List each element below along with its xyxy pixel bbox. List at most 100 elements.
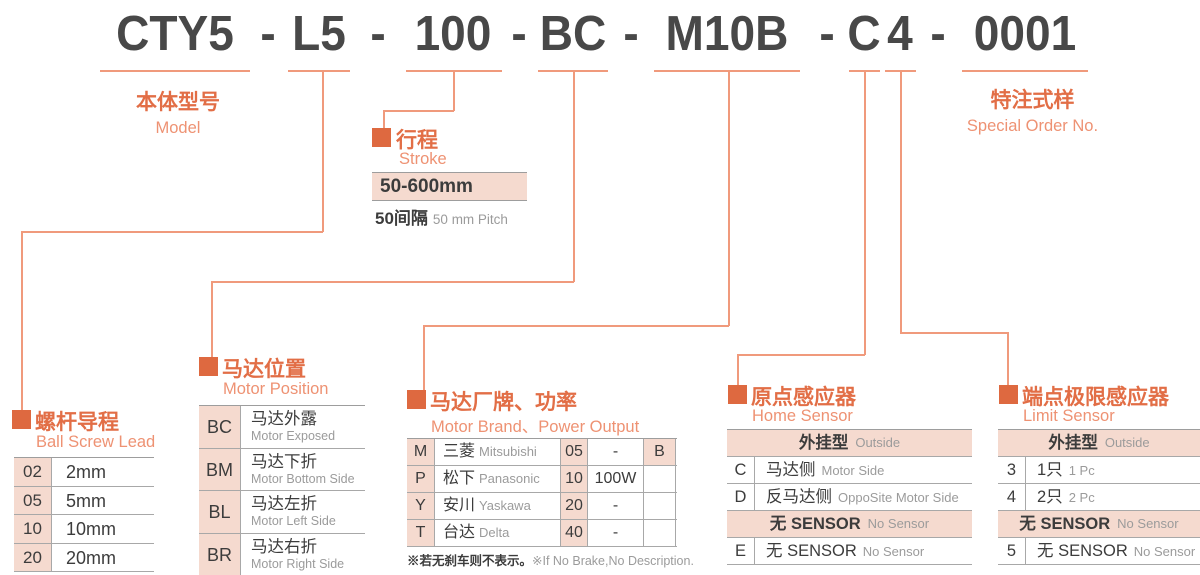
power-code: 10: [560, 466, 587, 492]
lead-value: 10mm: [66, 519, 117, 539]
table-row: 4 2只 2 Pc: [998, 484, 1200, 511]
special-order-label: 特注式样 Special Order No.: [950, 84, 1115, 136]
power-value: 100W: [587, 466, 643, 492]
band-zh: 无 SENSOR: [769, 515, 861, 533]
power-code: 20: [560, 493, 587, 519]
table-row: M 三菱 Mitsubishi 05 - B: [407, 439, 677, 466]
position-code: BR: [199, 533, 241, 575]
stroke-pitch: 50间隔 50 mm Pitch: [375, 204, 508, 229]
table-row: 05 5mm: [14, 486, 154, 515]
sensor-code: 5: [998, 538, 1026, 564]
title-hyphen: -: [260, 7, 276, 61]
table-row: 3 1只 1 Pc: [998, 457, 1200, 484]
motor-brand-title-zh: 马达厂牌、功率: [430, 391, 577, 414]
limit-sensor-bullet-square: [999, 385, 1018, 404]
connector-position: [211, 281, 213, 358]
brake-code: [643, 466, 676, 492]
motor-position-title-zh: 马达位置: [222, 358, 306, 381]
model-label-zh: 本体型号: [136, 91, 220, 114]
title-hyphen: -: [511, 7, 527, 61]
table-row: C 马达侧 Motor Side: [727, 457, 972, 484]
table-row: BR 马达右折 Motor Right Side: [199, 533, 365, 575]
table-row: 02 2mm: [14, 458, 154, 487]
table-row: 10 10mm: [14, 515, 154, 544]
lead-value: 20mm: [66, 547, 117, 568]
position-desc-en: Motor Exposed: [251, 429, 336, 443]
position-desc: 马达左折 Motor Left Side: [241, 491, 365, 533]
underline-model: [100, 70, 250, 72]
home-sensor-title-zh: 原点感应器: [751, 386, 856, 409]
brake-code: B: [643, 439, 676, 465]
sensor-desc-zh: 马达侧: [766, 461, 816, 479]
band-zh: 外挂型: [798, 434, 849, 452]
position-desc-en: Motor Left Side: [251, 514, 336, 528]
motor-brand-table: M 三菱 Mitsubishi 05 - B P 松下 Panasonic 10 1…: [407, 438, 677, 547]
underline-lead: [288, 70, 350, 72]
model-label: 本体型号 Model: [98, 86, 258, 138]
position-desc: 马达外露 Motor Exposed: [241, 406, 365, 448]
title-hyphen: -: [623, 7, 639, 61]
table-band-row: 外挂型 Outside: [998, 430, 1200, 457]
brand-name-zh: 台达: [443, 524, 476, 541]
brand-name: 三菱 Mitsubishi: [435, 439, 560, 465]
sensor-desc-en: Motor Side: [821, 463, 885, 478]
connector-limit-sensor: [1007, 332, 1009, 386]
underline-position: [538, 70, 608, 72]
power-value: -: [587, 439, 643, 465]
table-row: Y 安川 Yaskawa 20 -: [407, 493, 677, 520]
power-code: 05: [560, 439, 587, 465]
underline-limit-sensor: [885, 70, 916, 72]
connector-lead: [21, 231, 23, 411]
sensor-desc: 反马达侧 OppoSite Motor Side: [755, 484, 972, 510]
sensor-desc: 无 SENSOR No Sensor: [755, 538, 972, 564]
stroke-pitch-zh: 50间隔: [375, 209, 428, 228]
ball-screw-table: 02 2mm 05 5mm 10 10mm 20 20mm: [14, 457, 154, 572]
connector-stroke: [383, 110, 385, 129]
brake-note-zh: ※若无刹车则不表示。: [407, 554, 533, 568]
ball-screw-title-en: Ball Screw Lead: [36, 433, 156, 451]
title-segment-brand: M10B: [665, 7, 789, 61]
band-en: Outside: [855, 435, 901, 450]
brand-name-zh: 三菱: [443, 443, 476, 460]
limit-sensor-title-zh: 端点极限感应器: [1022, 386, 1169, 409]
ball-screw-title-zh: 螺杆导程: [35, 411, 119, 434]
sensor-desc: 1只 1 Pc: [1026, 457, 1200, 483]
sensor-desc-zh: 无 SENSOR: [1037, 542, 1128, 560]
brand-name: 台达 Delta: [435, 520, 560, 546]
sensor-desc-en: 2 Pc: [1068, 490, 1095, 505]
lead-code: 10: [14, 515, 52, 543]
band-en: No Sensor: [1117, 516, 1179, 531]
power-value: -: [587, 493, 643, 519]
connector-brand: [423, 325, 425, 391]
sensor-code: D: [727, 484, 755, 510]
motor-brand-bullet-square: [407, 390, 426, 409]
home-sensor-table: 外挂型 Outside C 马达侧 Motor Side D 反马达侧 OppoSi…: [727, 429, 972, 565]
motor-brand-title-en: Motor Brand、Power Output: [431, 418, 640, 436]
lead-code: 05: [14, 486, 52, 514]
position-desc: 马达下折 Motor Bottom Side: [241, 449, 365, 491]
connector-limit-sensor: [900, 332, 1008, 334]
limit-sensor-title-en: Limit Sensor: [1023, 407, 1115, 425]
band-zh: 无 SENSOR: [1019, 515, 1111, 533]
sensor-desc-en: OppoSite Motor Side: [838, 490, 959, 505]
position-code: BL: [199, 491, 241, 533]
brand-name-en: Panasonic: [479, 471, 540, 486]
sensor-desc: 无 SENSOR No Sensor: [1026, 538, 1200, 564]
connector-limit-sensor: [900, 72, 902, 333]
special-order-label-en: Special Order No.: [966, 117, 1099, 135]
connector-position: [211, 281, 574, 283]
motor-position-table: BC 马达外露 Motor Exposed BM 马达下折 Motor Bott…: [199, 405, 365, 575]
sensor-desc-zh: 反马达侧: [766, 488, 832, 506]
brake-note-en: ※If No Brake,No Description.: [532, 554, 694, 568]
band-zh: 外挂型: [1048, 434, 1098, 452]
brand-name-en: Yaskawa: [479, 498, 531, 513]
position-desc-zh: 马达左折: [251, 495, 317, 513]
position-code: BC: [199, 406, 241, 448]
brand-name-zh: 松下: [443, 470, 476, 487]
sensor-desc-en: No Sensor: [1133, 544, 1196, 559]
band-en: Outside: [1104, 435, 1150, 450]
table-row: 5 无 SENSOR No Sensor: [998, 538, 1200, 565]
title-segment-model: CTY5: [116, 7, 234, 61]
brake-code: [643, 520, 676, 546]
